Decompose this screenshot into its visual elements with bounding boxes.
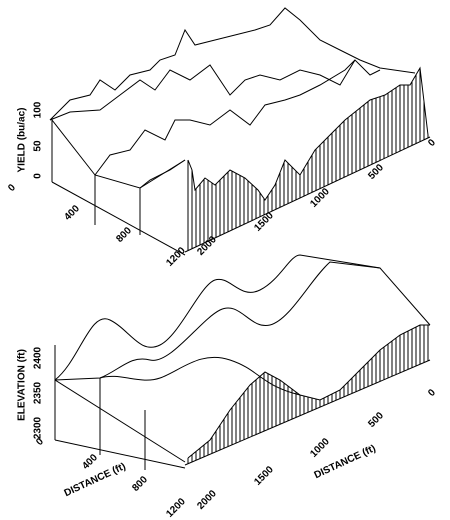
tick-label: 100	[33, 101, 44, 118]
tick-label: 400	[80, 452, 100, 472]
y-axis-label: YIELD (bu/ac)	[17, 107, 28, 172]
tick-label: 1200	[164, 496, 188, 520]
tick-label: 500	[366, 410, 386, 430]
edge	[54, 379, 186, 463]
profile	[94, 59, 356, 176]
profile	[49, 59, 381, 121]
front-profile	[187, 324, 430, 459]
profile	[54, 261, 381, 381]
tick-label: 400	[62, 203, 82, 223]
elevation-panel: ELEVATION (ft) 2300 2350 2400 0 400 800 1200 DIS…	[17, 254, 438, 520]
tick-label: 50	[33, 140, 44, 152]
baseline	[184, 359, 431, 466]
tick-label: 800	[130, 474, 150, 494]
tick-label: 1200	[164, 245, 188, 269]
profile	[99, 356, 301, 396]
tick-label: 0	[426, 387, 438, 399]
tick-label: 2000	[195, 488, 219, 512]
back-profile	[49, 7, 416, 121]
depth-axis-label: DISTANCE (ft)	[63, 461, 128, 499]
tick-label: 2300	[33, 416, 44, 439]
tick-label: 2350	[33, 381, 44, 404]
tick-label: 800	[114, 225, 134, 245]
edge	[51, 119, 186, 189]
tick-label: 0	[33, 173, 44, 179]
tick-label: 0	[6, 182, 18, 194]
y-axis-label: ELEVATION (ft)	[17, 349, 28, 421]
baseline	[184, 136, 431, 253]
axis	[51, 181, 186, 256]
tick-label: 1000	[308, 436, 332, 460]
tick-label: 2400	[33, 346, 44, 369]
tick-label: 1500	[252, 464, 276, 488]
axis	[54, 439, 186, 469]
back-profile	[54, 254, 431, 381]
tick-label: 0	[426, 137, 438, 149]
